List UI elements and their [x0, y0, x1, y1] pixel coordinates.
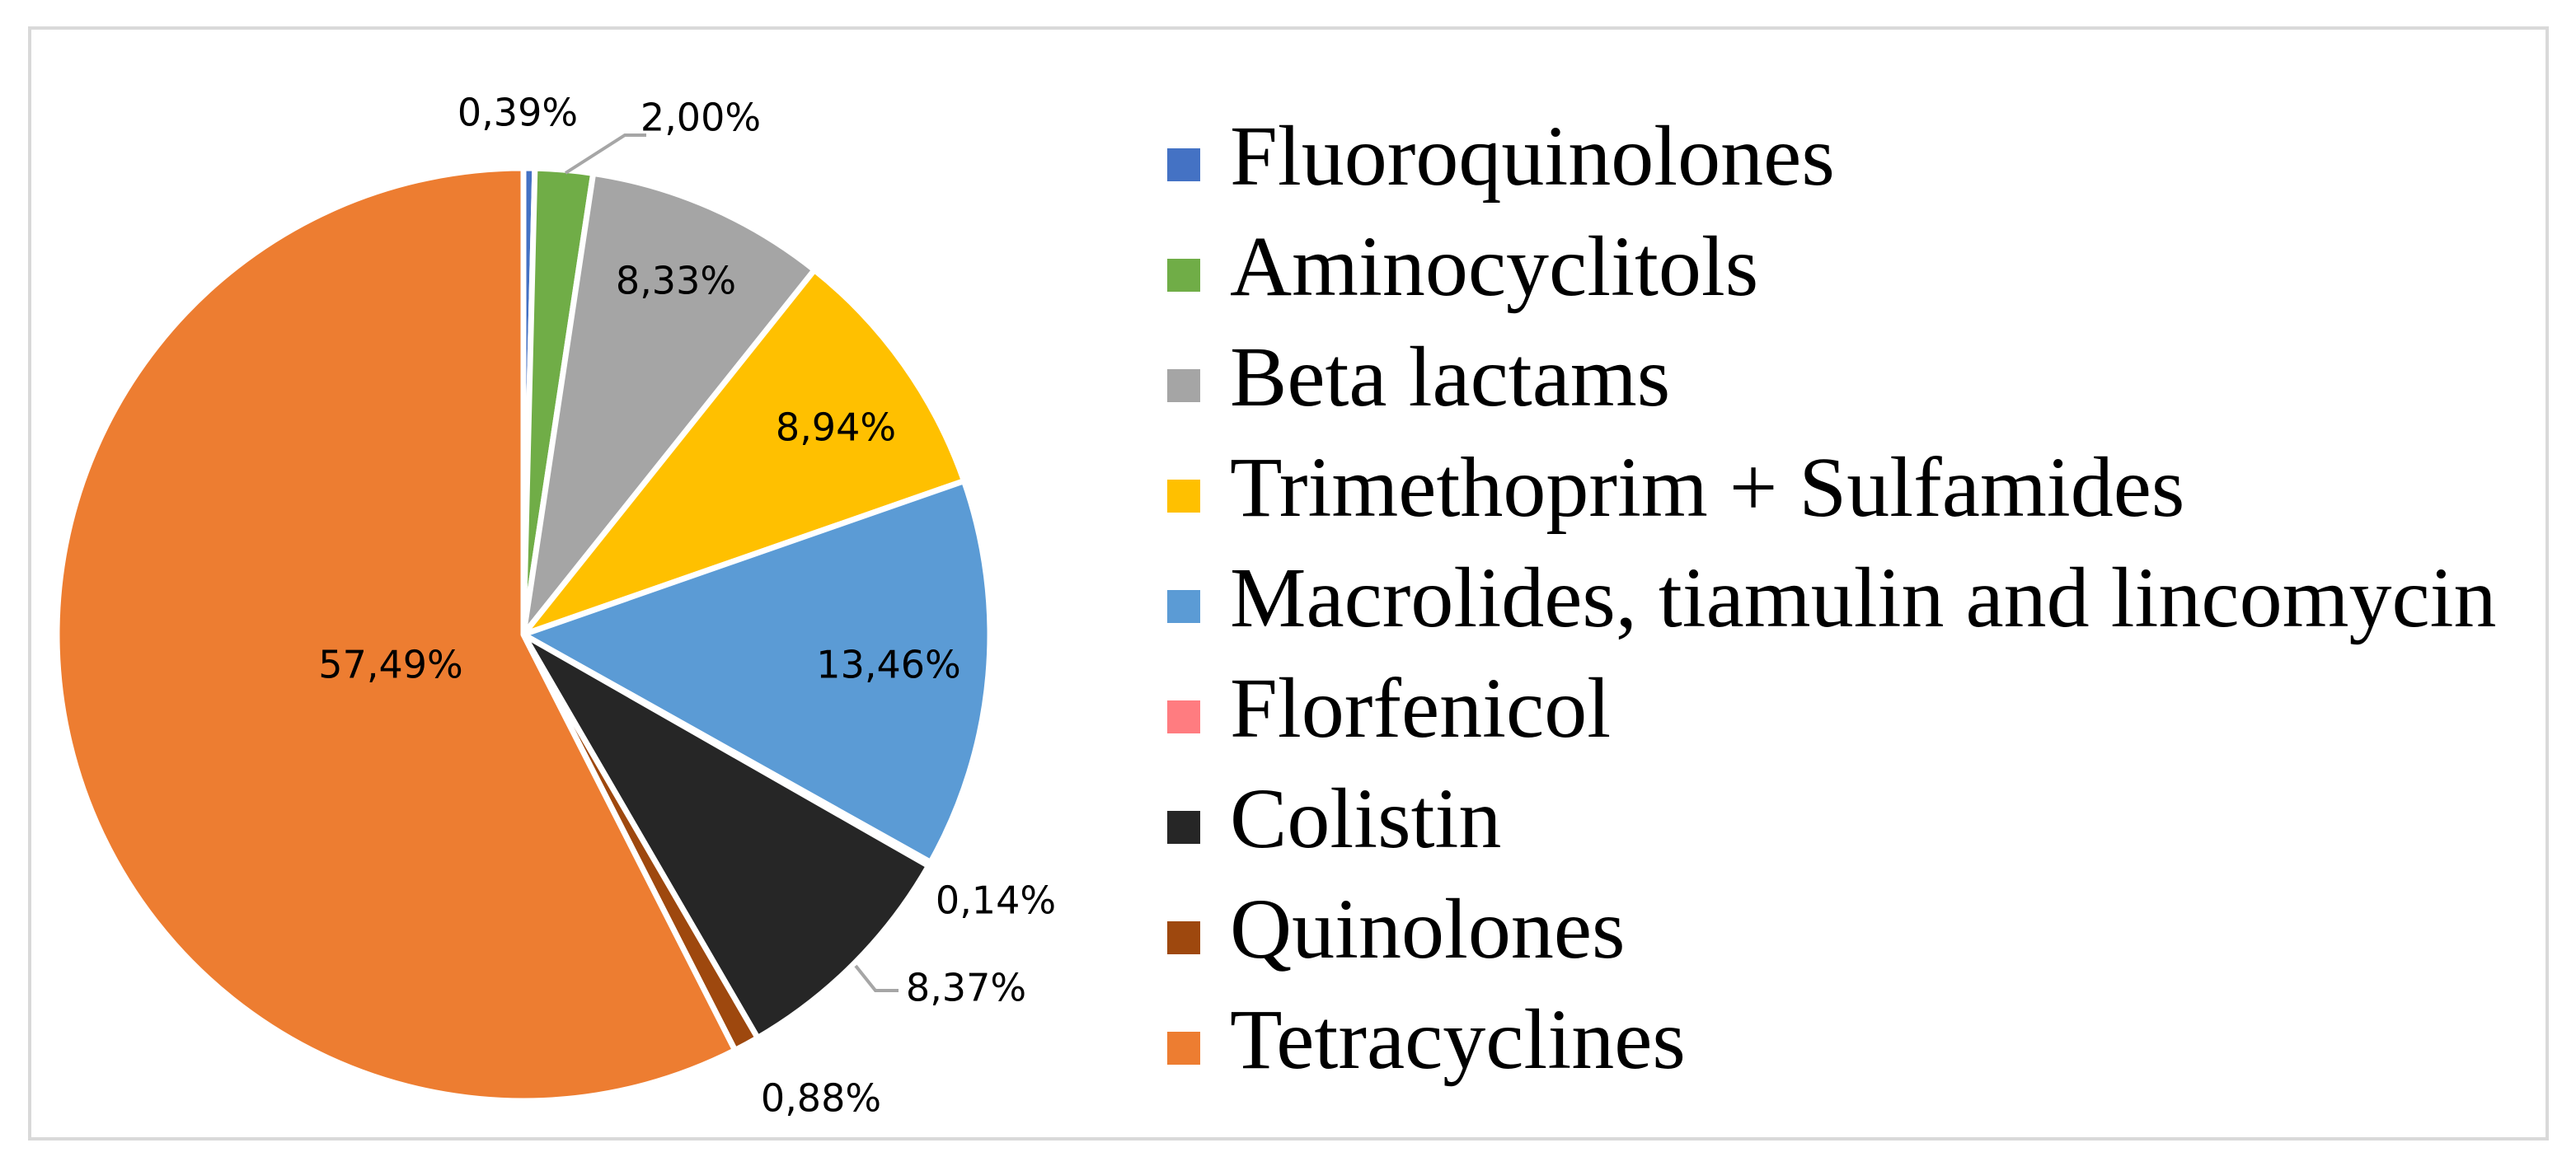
data-label-florfenicol: 0,14% [936, 878, 1056, 923]
data-labels: 0,39% 2,00% 8,33% 8,94% 13,46% 0,14% 8,37% 0,88… [318, 91, 1056, 1121]
legend-swatch-macrolides-tiamulin-and-lincomycin [1167, 590, 1200, 623]
legend-swatch-colistin [1167, 811, 1200, 844]
pie-slice-tetracyclines [54, 165, 739, 1104]
legend-item-beta-lactams: Beta lactams [1167, 330, 1670, 424]
pie-slice-beta-lactams [520, 170, 818, 638]
legend-label-trimethoprim-sulfamides: Trimethoprim + Sulfamides [1230, 440, 2184, 535]
legend-item-macrolides-tiamulin-and-lincomycin: Macrolides, tiamulin and lincomycin [1167, 550, 2497, 645]
leader-line-colistin [854, 964, 899, 992]
legend-label-quinolones: Quinolones [1230, 882, 1626, 977]
legend-swatch-beta-lactams [1167, 369, 1200, 402]
legend-label-beta-lactams: Beta lactams [1230, 330, 1670, 424]
legend-label-florfenicol: Florfenicol [1230, 661, 1611, 756]
data-label-fluoroquinolones: 0,39% [457, 91, 578, 135]
legend-item-fluoroquinolones: Fluoroquinolones [1167, 109, 1835, 204]
legend-label-macrolides-tiamulin-and-lincomycin: Macrolides, tiamulin and lincomycin [1230, 550, 2497, 645]
legend-swatch-trimethoprim-sulfamides [1167, 480, 1200, 513]
legend-label-aminocyclitols: Aminocyclitols [1230, 219, 1758, 314]
data-label-tetracyclines: 57,49% [318, 643, 462, 687]
legend-label-colistin: Colistin [1230, 771, 1501, 866]
leader-line-aminocyclitols [564, 133, 646, 175]
pie-slice-colistin [520, 631, 931, 1042]
data-label-macrolides-tiamulin-and-lincomycin: 13,46% [816, 643, 960, 687]
pie-slices [54, 165, 993, 1104]
legend-item-trimethoprim-sulfamides: Trimethoprim + Sulfamides [1167, 440, 2184, 535]
legend-swatch-tetracyclines [1167, 1032, 1200, 1065]
legend-swatch-florfenicol [1167, 700, 1200, 733]
legend-swatch-aminocyclitols [1167, 259, 1200, 292]
legend-swatch-fluoroquinolones [1167, 148, 1200, 181]
legend-item-colistin: Colistin [1167, 771, 1501, 866]
legend-item-quinolones: Quinolones [1167, 882, 1626, 977]
data-label-aminocyclitols: 2,00% [640, 96, 761, 140]
legend-item-florfenicol: Florfenicol [1167, 661, 1611, 756]
legend-item-aminocyclitols: Aminocyclitols [1167, 219, 1758, 314]
data-label-colistin: 8,37% [906, 966, 1026, 1010]
legend-label-fluoroquinolones: Fluoroquinolones [1230, 109, 1835, 204]
data-label-beta-lactams: 8,33% [616, 259, 736, 303]
data-label-quinolones: 0,88% [761, 1076, 881, 1121]
pie-slice-macrolides-tiamulin-and-lincomycin [520, 478, 993, 865]
legend: Fluoroquinolones Aminocyclitols Beta lacta… [1167, 109, 2497, 1087]
legend-swatch-quinolones [1167, 921, 1200, 954]
leader-lines [564, 133, 899, 992]
data-label-trimethoprim-sulfamides: 8,94% [776, 405, 896, 450]
pie-slice-trimethoprim-sulfamides [520, 267, 967, 638]
legend-label-tetracyclines: Tetracyclines [1230, 992, 1686, 1087]
legend-item-tetracyclines: Tetracyclines [1167, 992, 1686, 1087]
